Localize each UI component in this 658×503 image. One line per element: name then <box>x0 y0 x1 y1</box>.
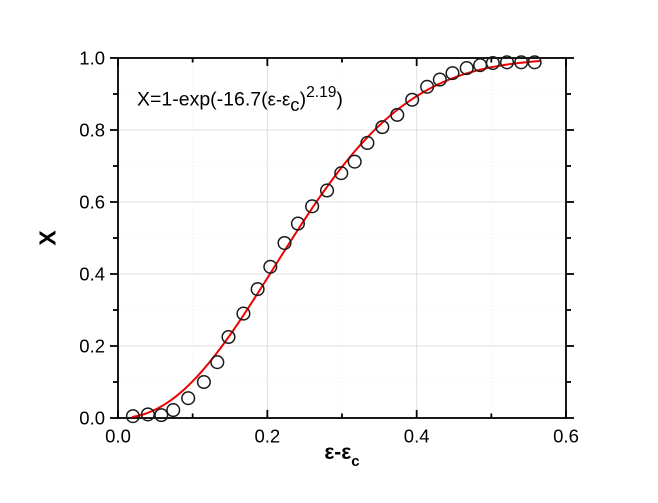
fit-equation: X=1-exp(-16.7(ε-εc)2.19) <box>137 84 343 116</box>
data-point-marker <box>277 235 292 251</box>
data-point-marker <box>290 216 305 231</box>
data-point-marker <box>390 107 405 122</box>
data-point-marker <box>347 154 362 169</box>
data-point-marker <box>221 329 236 345</box>
data-point-marker <box>527 55 542 70</box>
x-tick-label: 0.4 <box>404 426 430 447</box>
fit-equation-epsilon-sub: c <box>290 94 300 116</box>
x-tick-label: 0.0 <box>105 426 131 447</box>
data-point-marker <box>459 61 474 76</box>
data-point-marker <box>154 408 169 423</box>
x-tick-label: 0.6 <box>553 426 579 447</box>
x-axis-title-sub: c <box>351 452 360 470</box>
fit-equation-epsilon: ε-ε <box>267 88 291 110</box>
y-tick-label: 1.0 <box>79 48 105 69</box>
y-tick-label: 0.0 <box>79 408 105 429</box>
y-tick-label: 0.8 <box>79 120 105 141</box>
y-tick-label: 0.4 <box>79 264 105 285</box>
data-point-marker <box>125 409 140 424</box>
data-point-marker <box>485 55 500 71</box>
y-axis-title-text: X <box>34 230 61 246</box>
fit-equation-prefix: X=1-exp(-16.7( <box>137 88 268 111</box>
data-point-marker <box>499 55 515 70</box>
fit-equation-suffix: ) <box>336 88 343 111</box>
x-axis-title-text: ε-ε <box>324 441 352 464</box>
data-point-marker <box>263 259 278 274</box>
y-axis-title: X <box>35 208 62 268</box>
fit-equation-close-paren: ) <box>299 88 307 111</box>
data-point-marker <box>236 306 251 321</box>
data-point-marker <box>196 374 211 390</box>
x-tick-label: 0.2 <box>254 426 280 447</box>
data-point-marker <box>445 66 460 81</box>
data-point-marker <box>405 92 420 107</box>
fit-equation-exponent: 2.19 <box>306 84 337 101</box>
data-point-marker <box>420 79 435 94</box>
x-axis-title: ε-εc <box>324 441 359 470</box>
data-point-marker <box>432 72 447 87</box>
data-point-marker <box>250 282 265 297</box>
data-point-marker <box>305 199 320 214</box>
data-point-marker <box>514 55 529 70</box>
data-point-marker <box>181 391 196 406</box>
data-point-marker <box>210 355 225 370</box>
data-point-marker <box>320 183 335 198</box>
y-tick-label: 0.2 <box>79 336 105 357</box>
y-tick-label: 0.6 <box>79 192 105 213</box>
data-point-marker <box>166 403 181 418</box>
data-point-marker <box>375 120 390 135</box>
data-point-marker <box>140 407 155 422</box>
data-point-marker <box>334 166 349 181</box>
data-point-marker <box>360 135 375 151</box>
